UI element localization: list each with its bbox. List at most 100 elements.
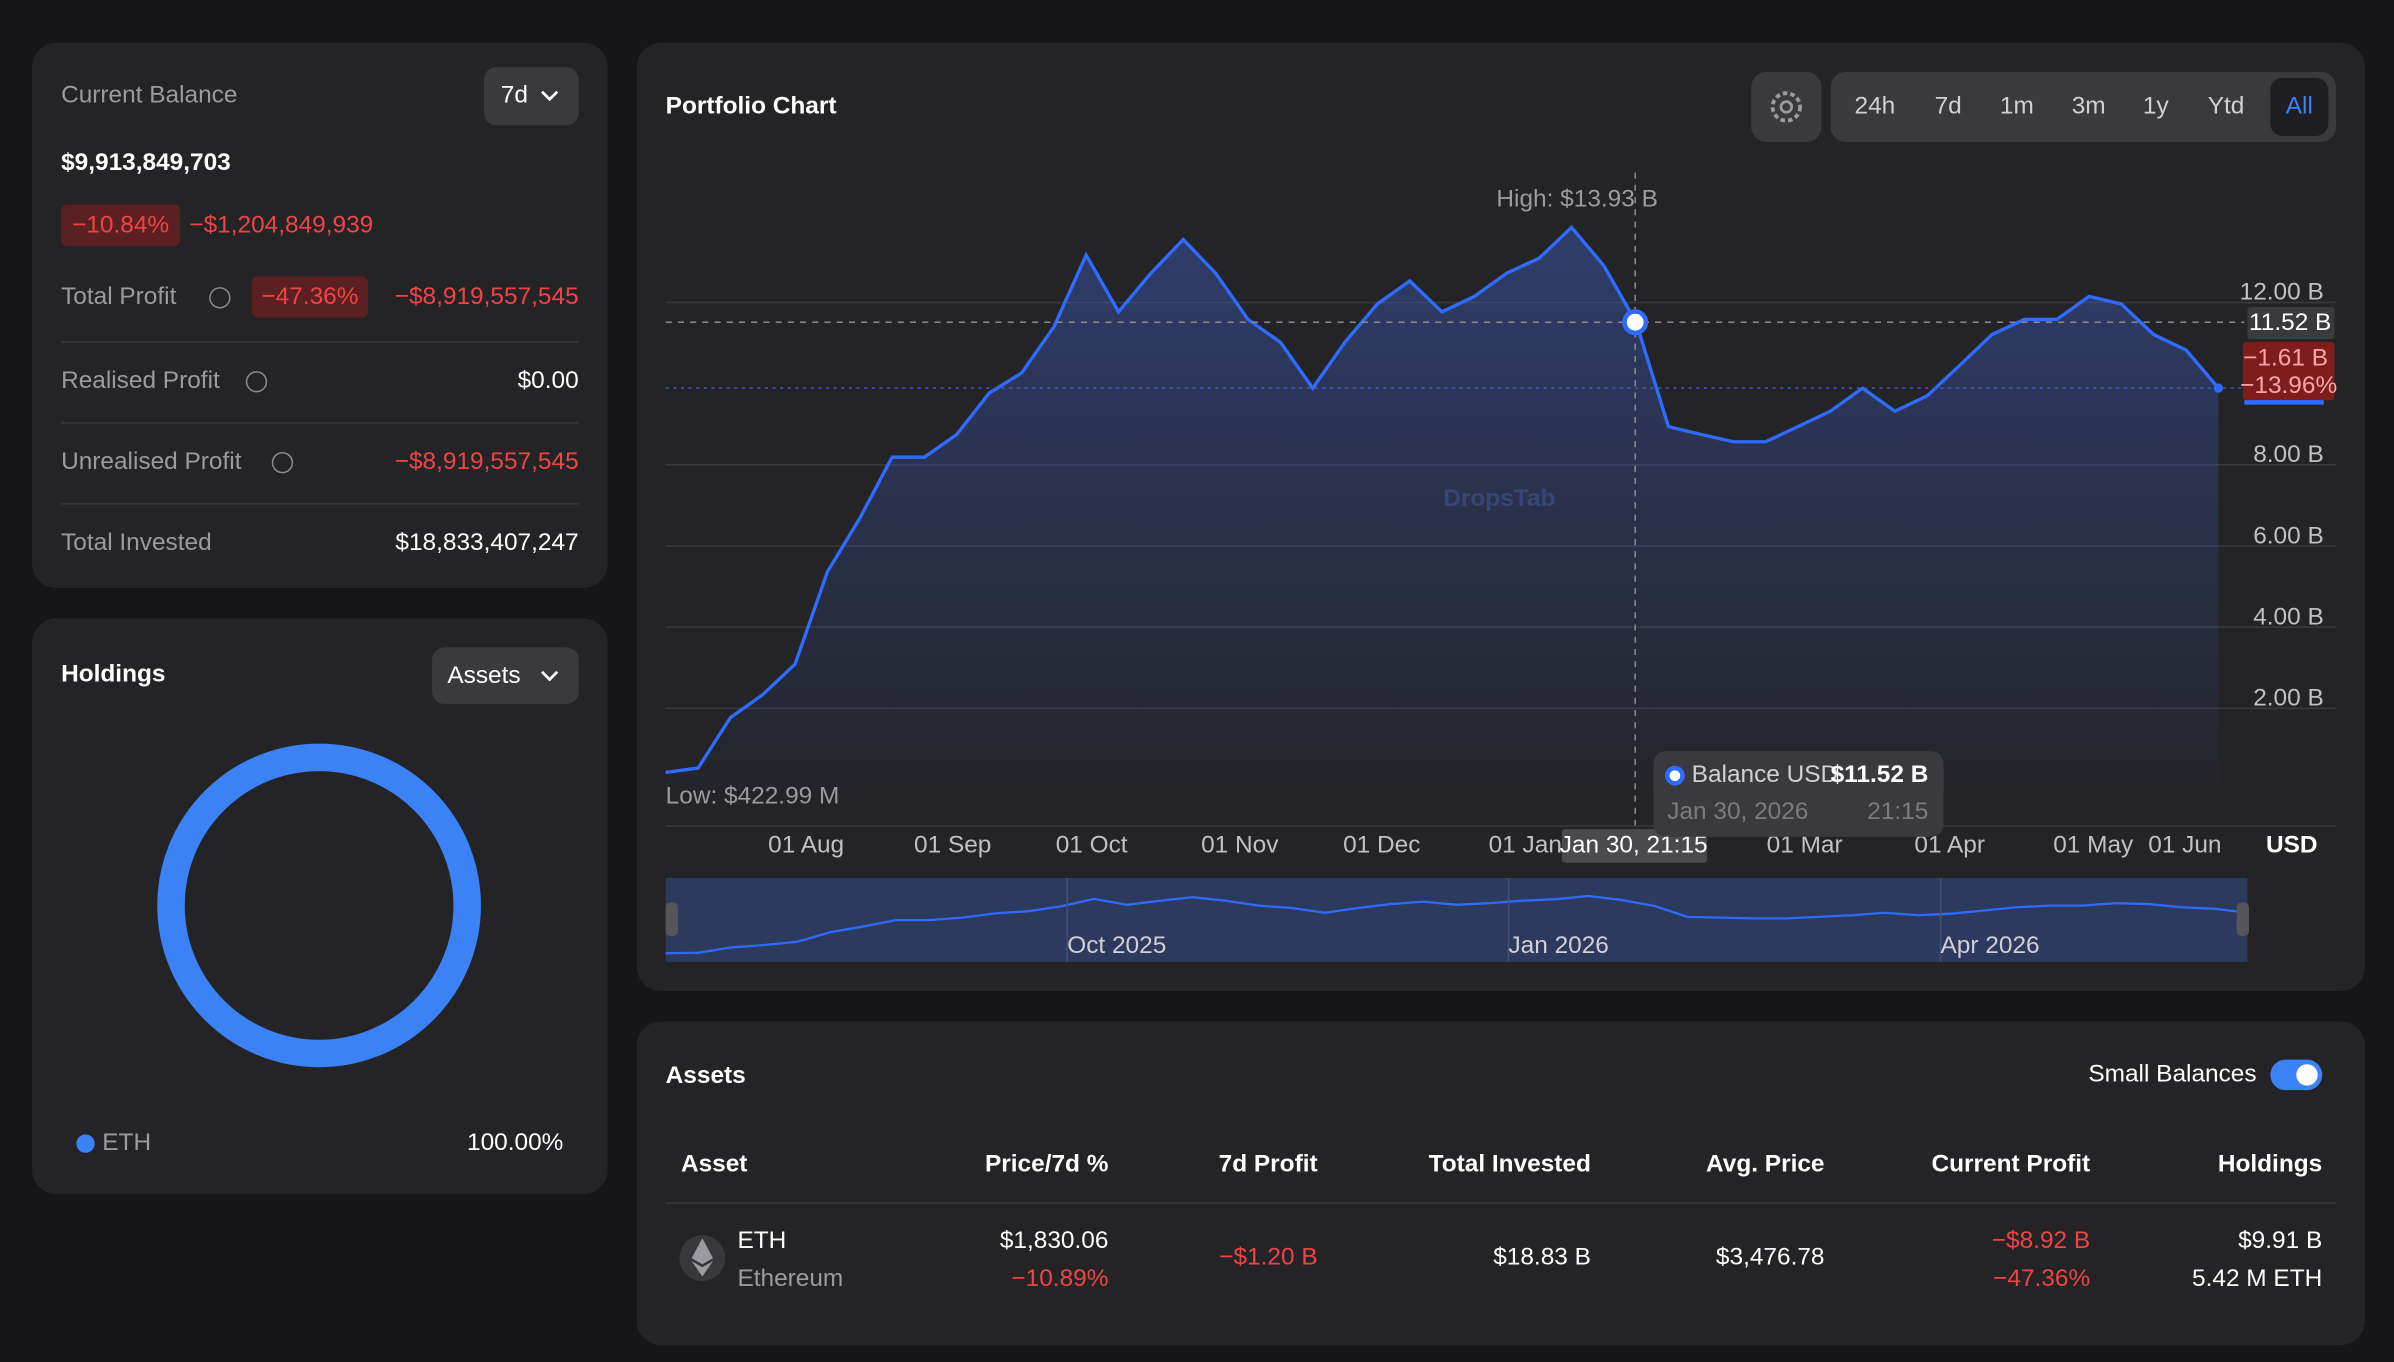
x-tick-label: 01 Sep	[914, 831, 991, 858]
row-label: Realised Profit	[61, 367, 220, 394]
price-tag-text: 11.52 B	[2249, 309, 2331, 336]
info-icon[interactable]	[245, 371, 268, 393]
change-abs: −$1,204,849,939	[189, 211, 373, 238]
navigator-label: Jan 2026	[1508, 932, 1608, 959]
dropdown-text[interactable]: 7d	[501, 82, 528, 109]
info-icon[interactable]	[271, 451, 294, 474]
x-tick-label: 01 Oct	[1056, 831, 1128, 858]
tooltip	[1653, 751, 1944, 837]
assets-title: Assets	[666, 1062, 746, 1089]
navigator-handle[interactable]	[2236, 902, 2249, 936]
holdings-qty: 5.42 M ETH	[2192, 1265, 2322, 1292]
navigator-label: Apr 2026	[1941, 932, 2040, 959]
badge	[251, 276, 368, 318]
price-tag	[2247, 306, 2335, 339]
y-tick-label: 12.00 B	[2240, 279, 2324, 306]
row-label: Total Invested	[61, 529, 212, 556]
column-header: Price/7d %	[985, 1150, 1109, 1177]
assets-card	[636, 1021, 2365, 1346]
line	[665, 224, 2220, 775]
range-group	[1830, 71, 2336, 143]
range-button[interactable]: Ytd	[2208, 92, 2245, 119]
profit-7d: −$1.20 B	[1219, 1244, 1317, 1271]
range-button[interactable]: 1m	[2000, 92, 2034, 119]
crosshair-label-bg	[1561, 829, 1707, 863]
asset-symbol: ETH	[737, 1227, 786, 1254]
gear[interactable]	[1770, 91, 1802, 123]
row-value: $18,833,407,247	[395, 529, 578, 556]
dropdown-bg[interactable]	[432, 647, 579, 704]
donut-segment	[157, 743, 481, 1068]
dropdown-text[interactable]: Assets	[447, 662, 520, 689]
info-icon[interactable]	[209, 287, 231, 309]
change-tag-text: −1.61 B	[2243, 344, 2328, 371]
column-header: Current Profit	[1932, 1150, 2091, 1177]
column-header: Holdings	[2218, 1150, 2322, 1177]
change-pct-tag: −13.96%	[2240, 372, 2337, 399]
settings-button[interactable]	[1751, 71, 1822, 143]
range-button[interactable]: 7d	[1935, 92, 1962, 119]
x-tick-label: 01 Jun	[2148, 831, 2221, 858]
y-tick-label: 6.00 B	[2253, 522, 2324, 549]
row-value: $0.00	[518, 367, 579, 394]
y-tick-label: 8.00 B	[2253, 441, 2324, 468]
legend-value: 100.00%	[467, 1129, 563, 1156]
legend-dot	[76, 1134, 95, 1153]
current-profit: −$8.92 B	[1992, 1227, 2090, 1254]
holdings-card	[32, 618, 608, 1194]
column-header: 7d Profit	[1219, 1150, 1318, 1177]
range-button[interactable]: All	[2286, 92, 2313, 119]
dropdown-bg[interactable]	[483, 67, 579, 126]
gear[interactable]	[1779, 100, 1794, 114]
range-button[interactable]: 1y	[2143, 92, 2170, 119]
x-tick-label: 01 Nov	[1201, 831, 1279, 858]
tooltip-series: Balance USD	[1692, 761, 1839, 788]
row-value: −$8,919,557,545	[395, 283, 579, 310]
badge	[61, 204, 181, 246]
chevron[interactable]	[541, 670, 559, 682]
toggle-knob[interactable]	[2296, 1064, 2318, 1086]
current-profit-pct: −47.36%	[1993, 1265, 2090, 1292]
y-tick-label: 2.00 B	[2253, 685, 2324, 712]
chevron[interactable]	[541, 90, 559, 102]
navigator-line	[665, 894, 2248, 955]
x-tick-label: 01 Aug	[768, 831, 844, 858]
assets-dropdown[interactable]: Assets	[432, 647, 579, 704]
range-button[interactable]: 3m	[2072, 92, 2106, 119]
row-label: Unrealised Profit	[61, 448, 242, 475]
tooltip-dot	[1664, 765, 1685, 786]
y-tick-label: 4.00 B	[2253, 603, 2324, 630]
high-label: High: $13.93 B	[1496, 186, 1657, 213]
crosshair-point	[1622, 309, 1649, 336]
asset-name: Ethereum	[737, 1265, 843, 1292]
holdings-title: Holdings	[61, 660, 165, 687]
toggle[interactable]	[2270, 1059, 2323, 1091]
toggle-label: Small Balances	[2088, 1060, 2256, 1087]
x-tick-label: 01 Jan	[1489, 831, 1562, 858]
x-unit: USD	[2266, 831, 2318, 858]
invested: $18.83 B	[1493, 1244, 1591, 1271]
low-label: Low: $422.99 M	[666, 782, 840, 809]
period-dropdown[interactable]: 7d	[483, 67, 579, 126]
x-tick-label: 01 May	[2053, 831, 2134, 858]
price-change: −10.89%	[1011, 1265, 1108, 1292]
balance-label: Current Balance	[61, 82, 237, 109]
value-bar	[2244, 400, 2324, 405]
legend-label: ETH	[102, 1129, 151, 1156]
range-active[interactable]	[2270, 77, 2329, 136]
change-pct: −10.84%	[72, 211, 169, 238]
price: $1,830.06	[1000, 1227, 1109, 1254]
row-label: Total Profit	[61, 283, 177, 310]
navigator-handle[interactable]	[665, 902, 678, 936]
navigator-label: Oct 2025	[1067, 932, 1166, 959]
row-value: −$8,919,557,545	[395, 448, 579, 475]
tooltip-time: 21:15	[1867, 798, 1928, 825]
chart-title: Portfolio Chart	[666, 92, 837, 119]
change-tag	[2242, 342, 2335, 401]
x-tick-label: 01 Dec	[1343, 831, 1420, 858]
settings-bg[interactable]	[1751, 71, 1822, 143]
range-button[interactable]: 24h	[1855, 92, 1896, 119]
row-badge: −47.36%	[261, 283, 358, 310]
tooltip-date: Jan 30, 2026	[1667, 798, 1808, 825]
